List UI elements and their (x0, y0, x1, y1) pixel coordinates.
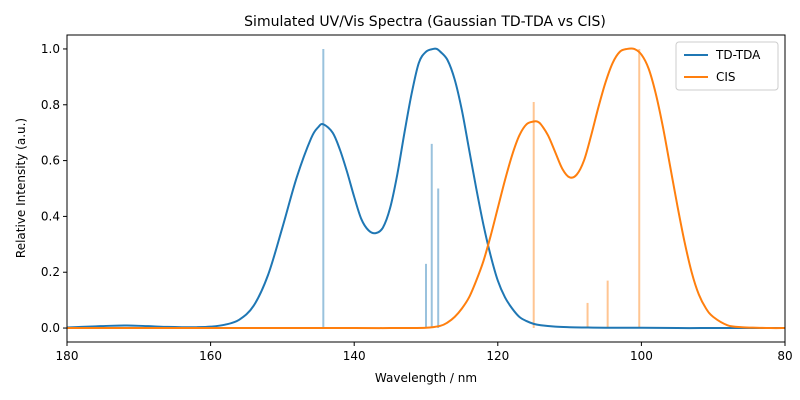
spectrum-lines (66, 47, 786, 330)
y-tick-label-5: 1.0 (41, 42, 60, 56)
legend-label-cis: CIS (716, 70, 736, 84)
y-tick-label-0: 0.0 (41, 321, 60, 335)
y-tick-label-3: 0.6 (41, 154, 60, 168)
stick-spectra (322, 48, 641, 329)
x-tick-label-5: 80 (777, 349, 792, 363)
x-tick-label-1: 160 (199, 349, 222, 363)
x-tick-label-0: 180 (56, 349, 79, 363)
x-tick-label-4: 100 (630, 349, 653, 363)
legend-label-tdtda: TD-TDA (715, 48, 761, 62)
series-line-cis (66, 47, 786, 330)
x-tick-label-2: 140 (343, 349, 366, 363)
x-axis-label: Wavelength / nm (375, 371, 477, 385)
y-axis-label: Relative Intensity (a.u.) (14, 118, 28, 258)
x-tick-label-3: 120 (486, 349, 509, 363)
chart-title: Simulated UV/Vis Spectra (Gaussian TD-TD… (244, 14, 606, 30)
x-axis-ticks: 180 160 140 120 100 80 (56, 342, 793, 363)
y-tick-label-4: 0.8 (41, 98, 60, 112)
y-tick-label-1: 0.2 (41, 265, 60, 279)
series-line-tdtda (66, 47, 785, 330)
y-axis-ticks: 0.0 0.2 0.4 0.6 0.8 1.0 (41, 42, 67, 335)
plot-frame (66, 34, 786, 343)
legend: TD-TDA CIS (675, 41, 779, 91)
y-tick-label-2: 0.4 (41, 209, 60, 223)
